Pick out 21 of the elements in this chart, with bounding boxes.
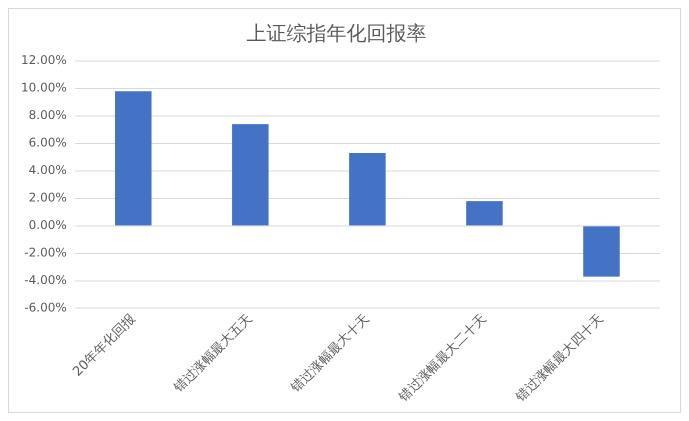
y-tick-label: -6.00% <box>24 300 67 314</box>
bar <box>232 124 269 226</box>
y-tick-label: 2.00% <box>28 190 67 204</box>
y-tick-label: -2.00% <box>24 245 67 260</box>
bar <box>466 201 503 226</box>
y-tick-label: -4.00% <box>24 272 67 287</box>
bar <box>349 153 386 226</box>
bar <box>115 91 152 226</box>
y-tick-label: 0.00% <box>28 218 67 232</box>
x-tick-label: 错过涨幅最大五天 <box>170 311 256 396</box>
x-tick-label: 错过涨幅最大十天 <box>288 311 373 396</box>
y-tick-label: 6.00% <box>28 136 67 150</box>
chart-title: 上证综指年化回报率 <box>246 21 426 46</box>
x-tick-label: 错过涨幅最大二十天 <box>396 311 490 406</box>
bar <box>583 226 620 277</box>
y-tick-label: 10.00% <box>20 80 67 95</box>
y-tick-label: 12.00% <box>20 53 67 68</box>
y-tick-label: 4.00% <box>28 163 67 178</box>
x-tick-label: 错过涨幅最大四十天 <box>512 311 607 406</box>
y-tick-label: 8.00% <box>28 108 67 122</box>
x-tick-label: 20年年化回报 <box>70 311 138 380</box>
